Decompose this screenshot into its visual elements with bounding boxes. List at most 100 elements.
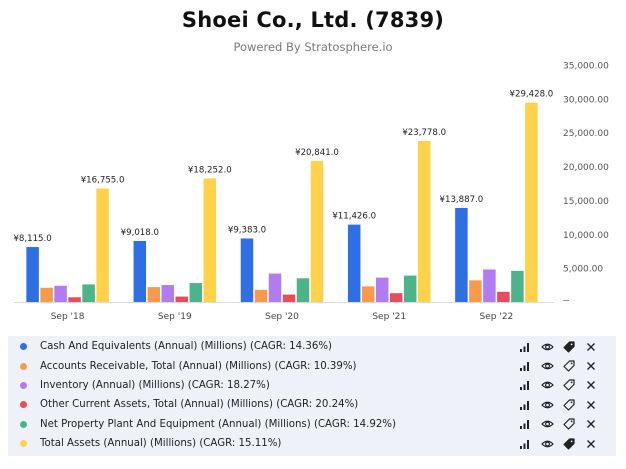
close-icon[interactable] [580,340,602,354]
legend-color-dot [20,401,27,409]
legend-actions [514,398,602,412]
bar [310,160,324,302]
legend-item[interactable]: Other Current Assets, Total (Annual) (Mi… [8,395,616,414]
bar [203,178,217,302]
bar [403,275,417,302]
bar-chart-icon[interactable] [514,417,536,431]
bar [240,238,254,302]
bar [254,289,268,302]
bar [161,285,175,302]
legend-label: Inventory (Annual) (Millions) (CAGR: 18.… [40,379,270,391]
bar-chart-icon[interactable] [514,398,536,412]
bar [268,273,282,302]
legend-item[interactable]: Net Property Plant And Equipment (Annual… [8,415,616,434]
bar [175,296,189,302]
legend-item[interactable]: Total Assets (Annual) (Millions) (CAGR: … [8,434,616,453]
legend-label: Accounts Receivable, Total (Annual) (Mil… [40,360,357,372]
data-label: ¥9,383.0 [228,225,266,235]
bar-chart: 5,000.00 10,000.00 15,000.00 20,000.00 25,00… [13,62,609,323]
legend-label: Total Assets (Annual) (Millions) (CAGR: … [40,438,282,450]
eye-icon[interactable] [536,398,558,412]
y-tick-label: 30,000.00 [563,95,609,105]
bar [375,277,389,302]
bar [82,284,95,302]
data-label: ¥11,426.0 [332,212,376,222]
data-label: ¥16,755.0 [81,176,125,186]
data-label: ¥29,428.0 [510,90,554,100]
y-tick-label: 35,000.00 [563,62,609,72]
eye-icon[interactable] [536,340,558,354]
data-label: ¥18,252.0 [188,165,232,175]
bar-chart-icon[interactable] [514,359,536,373]
legend-actions [514,437,602,451]
eye-icon[interactable] [536,378,558,392]
x-tick-label: Sep '22 [480,312,514,322]
close-icon[interactable] [580,378,602,392]
bar [68,297,81,302]
bar [133,240,147,302]
bar-chart-icon[interactable] [514,378,536,392]
legend-actions [514,378,602,392]
y-tick-label: 25,000.00 [563,129,609,139]
data-label: ¥23,778.0 [402,128,446,138]
bar [147,287,161,302]
legend-color-dot [20,381,27,389]
bar-chart-icon[interactable] [514,437,536,451]
bar [282,294,296,302]
bar [54,285,67,302]
legend-item[interactable]: Inventory (Annual) (Millions) (CAGR: 18.… [8,376,616,395]
bar [455,207,468,302]
y-tick-label: 20,000.00 [563,163,609,173]
data-label: ¥20,841.0 [295,148,339,158]
bar [497,291,510,302]
bar [483,269,496,302]
legend-label: Other Current Assets, Total (Annual) (Mi… [40,399,359,411]
chart-title: Shoei Co., Ltd. (7839) [181,8,445,32]
tag-icon[interactable] [558,359,580,373]
x-tick-label: Sep '18 [51,312,85,322]
x-tick-label: Sep '21 [372,312,406,322]
bar [361,286,375,302]
legend-color-dot [20,440,27,448]
tag-icon[interactable] [558,398,580,412]
bar [26,247,39,302]
eye-icon[interactable] [536,359,558,373]
eye-icon[interactable] [536,437,558,451]
legend-label: Cash And Equivalents (Annual) (Millions)… [40,341,332,353]
tag-icon[interactable] [558,378,580,392]
data-label: ¥9,018.0 [121,228,159,238]
legend-color-dot [20,420,27,428]
x-tick-label: Sep '19 [158,312,192,322]
legend-panel: Cash And Equivalents (Annual) (Millions)… [8,336,616,456]
bar [296,278,310,302]
legend-item[interactable]: Cash And Equivalents (Annual) (Millions)… [8,337,616,356]
legend-actions [514,417,602,431]
legend-color-dot [20,362,27,370]
chart-subtitle: Powered By Stratosphere.io [233,40,393,54]
eye-icon[interactable] [536,417,558,431]
bar [40,287,53,302]
legend-item[interactable]: Accounts Receivable, Total (Annual) (Mil… [8,356,616,375]
bar [525,102,538,302]
x-tick-label: Sep '20 [265,312,299,322]
tag-icon[interactable] [558,417,580,431]
close-icon[interactable] [580,437,602,451]
legend-label: Net Property Plant And Equipment (Annual… [40,418,396,430]
bar [417,140,431,302]
legend-color-dot [20,343,27,351]
bar [96,188,109,302]
close-icon[interactable] [580,359,602,373]
close-icon[interactable] [580,417,602,431]
bar [389,293,403,302]
tag-icon[interactable] [558,437,580,451]
y-tick-label: 10,000.00 [563,231,609,241]
data-label: ¥8,115.0 [13,234,51,244]
close-icon[interactable] [580,398,602,412]
data-label: ¥13,887.0 [440,195,484,205]
y-tick-label: 15,000.00 [563,197,609,207]
bar [511,270,524,302]
tag-icon[interactable] [558,340,580,354]
bar-chart-icon[interactable] [514,340,536,354]
y-tick-label: 5,000.00 [563,265,603,275]
bar [347,224,361,302]
